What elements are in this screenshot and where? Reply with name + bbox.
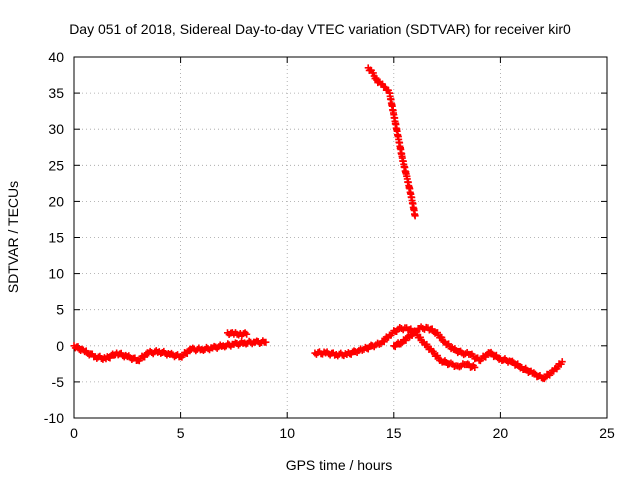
data-points	[70, 337, 270, 365]
x-tick-label: 20	[493, 425, 509, 441]
series-layer	[70, 64, 566, 383]
data-points	[364, 64, 419, 220]
y-axis-label: SDTVAR / TECUs	[5, 181, 21, 293]
tick-layer: 0 5 10 15 20 25 -10 -5 0 5 10 15 20 25 30 35 40	[44, 49, 615, 441]
y-tick-label: 10	[48, 266, 64, 282]
x-axis-label: GPS time / hours	[286, 457, 393, 473]
data-points	[390, 323, 566, 383]
series-track-b	[224, 329, 251, 339]
x-tick-label: 0	[70, 425, 78, 441]
y-tick-label: 30	[48, 121, 64, 137]
series-track-e	[364, 64, 419, 220]
y-tick-label: 35	[48, 85, 64, 101]
y-tick-label: -10	[44, 410, 64, 426]
y-tick-label: 40	[48, 49, 64, 65]
y-tick-label: -5	[52, 374, 65, 390]
y-tick-label: 25	[48, 157, 64, 173]
y-tick-label: 5	[56, 302, 64, 318]
plot-frame	[73, 56, 608, 419]
y-tick-label: 20	[48, 193, 64, 209]
chart-title: Day 051 of 2018, Sidereal Day-to-day VTE…	[69, 21, 571, 37]
series-track-a	[70, 337, 270, 365]
x-tick-label: 25	[599, 425, 615, 441]
grid-layer	[74, 57, 607, 418]
x-tick-label: 15	[386, 425, 402, 441]
x-tick-label: 10	[279, 425, 295, 441]
series-track-d	[390, 323, 566, 383]
x-tick-label: 5	[177, 425, 185, 441]
y-tick-label: 15	[48, 230, 64, 246]
data-points	[311, 324, 479, 371]
series-track-c	[311, 324, 479, 371]
y-tick-label: 0	[56, 338, 64, 354]
data-points	[224, 329, 251, 339]
